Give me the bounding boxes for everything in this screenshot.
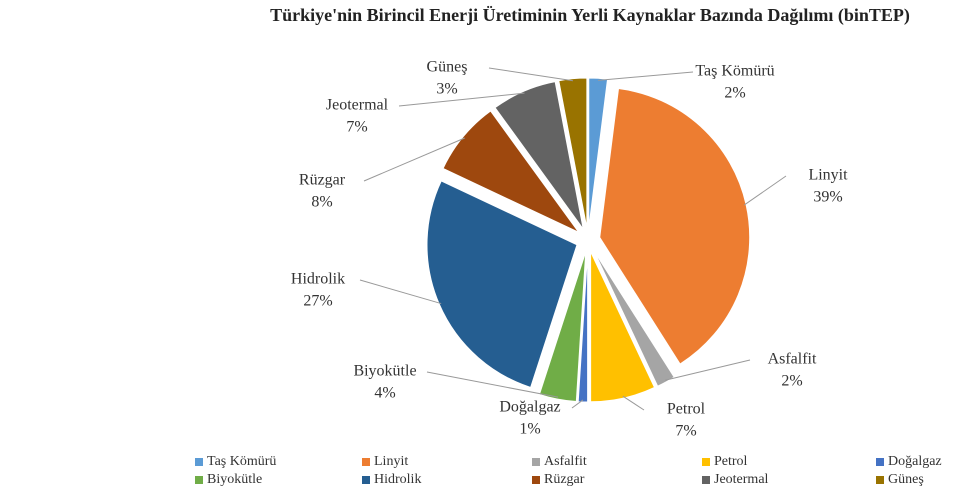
legend-swatch: [532, 458, 540, 466]
legend-swatch: [876, 476, 884, 484]
legend-label: Linyit: [374, 454, 408, 469]
legend-label: Petrol: [714, 454, 748, 469]
slice-label: Rüzgar: [299, 172, 346, 189]
leader-line: [426, 371, 559, 398]
leader-line: [664, 359, 751, 381]
leader-line: [488, 67, 574, 82]
slice-label: Biyokütle: [353, 363, 416, 380]
legend-swatch: [702, 458, 710, 466]
legend-swatch: [362, 458, 370, 466]
legend-label: Asfalfit: [544, 454, 587, 469]
slice-value: 3%: [436, 81, 457, 98]
slice-label: Linyit: [808, 167, 848, 184]
legend-swatch: [195, 458, 203, 466]
slice-value: 7%: [675, 423, 696, 440]
slice-label: Asfalfit: [768, 351, 817, 368]
pie-slice: [593, 250, 675, 387]
legend-label: Taş Kömürü: [207, 454, 276, 469]
legend-label: Güneş: [888, 472, 924, 487]
pie-slice: [442, 110, 580, 233]
slice-value: 39%: [813, 189, 842, 206]
slice-value: 27%: [303, 293, 332, 310]
slice-value: 2%: [724, 85, 745, 102]
leader-line: [571, 399, 584, 409]
slice-value: 4%: [374, 385, 395, 402]
legend-swatch: [876, 458, 884, 466]
leader-line: [622, 395, 645, 411]
slice-label: Petrol: [667, 401, 706, 418]
leader-line: [359, 279, 442, 305]
leader-line: [598, 71, 694, 81]
slice-label: Hidrolik: [291, 271, 345, 288]
pie-slice: [494, 81, 584, 230]
pie-slice: [538, 251, 587, 403]
slice-value: 7%: [346, 119, 367, 136]
pie-slice: [426, 180, 578, 389]
leader-line: [743, 175, 787, 206]
slice-label: Doğalgaz: [499, 399, 560, 416]
legend-swatch: [362, 476, 370, 484]
legend-label: Jeotermal: [714, 472, 769, 487]
legend-label: Hidrolik: [374, 472, 421, 487]
legend-label: Doğalgaz: [888, 454, 942, 469]
slice-label: Jeotermal: [326, 97, 389, 114]
pie-slice: [590, 251, 656, 403]
slice-label: Güneş: [427, 59, 468, 76]
leader-line: [363, 137, 465, 182]
legend-swatch: [195, 476, 203, 484]
legend-swatch: [532, 476, 540, 484]
leader-line: [398, 92, 525, 107]
pie-slice: [558, 77, 588, 229]
legend-label: Rüzgar: [544, 472, 585, 487]
pie-slice: [599, 88, 751, 365]
slice-value: 8%: [311, 194, 332, 211]
legend-swatch: [702, 476, 710, 484]
legend-label: Biyokütle: [207, 472, 262, 487]
chart-title: Türkiye'nin Birincil Enerji Üretiminin Y…: [270, 5, 910, 25]
slice-value: 2%: [781, 373, 802, 390]
pie-slice: [577, 251, 589, 403]
slice-value: 1%: [519, 421, 540, 438]
slice-label: Taş Kömürü: [695, 63, 774, 80]
